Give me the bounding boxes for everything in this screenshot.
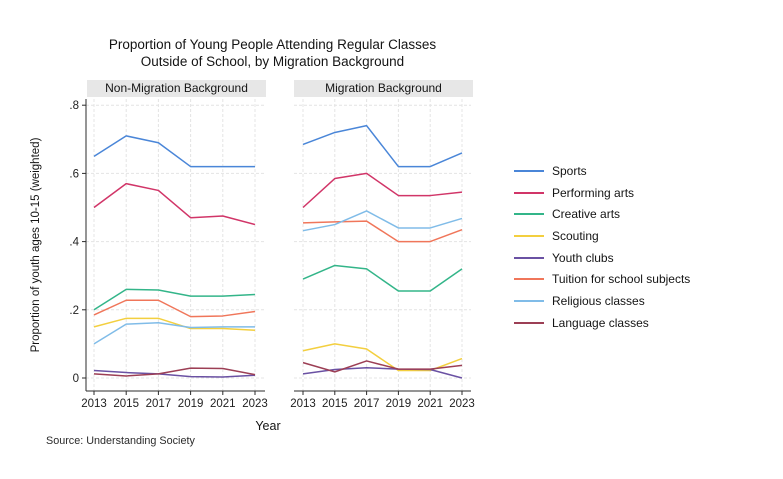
performing-arts-legend-line	[514, 191, 544, 194]
y-tick-label: .6	[69, 168, 79, 180]
creative-arts-line	[93, 288, 256, 311]
chart-title-line2: Outside of School, by Migration Backgrou…	[140, 53, 405, 69]
x-tick-label: 2019	[178, 398, 204, 410]
religious-classes-line	[302, 210, 463, 232]
performing-arts-line	[93, 182, 256, 226]
x-tick-label: 2013	[290, 398, 316, 410]
chart-title: Proportion of Young People Attending Reg…	[40, 37, 505, 70]
legend-item-creative-arts: Creative arts	[514, 203, 690, 225]
youth-clubs-legend-line	[514, 256, 544, 259]
legend-label: Religious classes	[552, 293, 645, 308]
x-tick-label: 2021	[210, 398, 236, 410]
language-classes-line	[93, 367, 256, 377]
x-tick-label: 2015	[322, 398, 348, 410]
y-tick-label: 0	[73, 373, 79, 385]
performing-arts-line	[302, 172, 463, 209]
x-tick-label: 2015	[113, 398, 139, 410]
legend-item-sports: Sports	[514, 160, 690, 182]
legend-item-tuition-for-school-subjects: Tuition for school subjects	[514, 268, 690, 290]
legend-label: Language classes	[552, 315, 649, 330]
chart-title-line1: Proportion of Young People Attending Reg…	[108, 37, 437, 52]
tuition-for-school-subjects-line	[302, 220, 463, 243]
legend-item-language-classes: Language classes	[514, 312, 690, 334]
tuition-for-school-subjects-legend-line	[514, 278, 544, 281]
panel-migration-background: 2013 2015 2017 2019 2021 2023	[290, 99, 475, 410]
x-tick-label: 2021	[417, 398, 443, 410]
panel-non-migration-background: 2013 2015 2017 2019 2021 2023 0 .2 .4 .6 .8	[69, 99, 268, 410]
religious-classes-line	[93, 322, 255, 345]
panel-header-migration: Migration Background	[294, 80, 473, 97]
y-tick-label: .8	[69, 100, 79, 112]
source-note: Source: Understanding Society	[46, 435, 195, 447]
x-axis-title: Year	[255, 419, 281, 433]
legend-label: Creative arts	[552, 207, 621, 222]
legend-item-performing-arts: Performing arts	[514, 182, 690, 204]
scouting-line	[302, 343, 463, 372]
legend-label: Scouting	[552, 228, 599, 243]
x-tick-label: 2023	[242, 398, 268, 410]
language-classes-line	[302, 360, 463, 373]
creative-arts-legend-line	[514, 213, 544, 216]
tuition-for-school-subjects-line	[93, 299, 256, 318]
panel-header-non-migration: Non-Migration Background	[87, 80, 266, 97]
legend-label: Performing arts	[552, 185, 635, 200]
y-tick-label: .2	[69, 305, 79, 317]
x-tick-label: 2017	[146, 398, 172, 410]
scouting-line	[93, 317, 256, 332]
legend-item-youth-clubs: Youth clubs	[514, 247, 690, 269]
sports-line	[302, 124, 463, 168]
sports-legend-line	[514, 169, 544, 172]
legend-label: Tuition for school subjects	[552, 272, 691, 287]
sports-line	[93, 135, 255, 168]
youth-clubs-line	[93, 369, 256, 378]
x-tick-label: 2017	[354, 398, 380, 410]
legend-label: Youth clubs	[552, 250, 614, 265]
legend-item-scouting: Scouting	[514, 225, 690, 247]
creative-arts-line	[302, 264, 463, 292]
religious-classes-legend-line	[514, 299, 544, 302]
x-tick-label: 2019	[386, 398, 412, 410]
x-tick-label: 2013	[81, 398, 107, 410]
y-tick-label: .4	[69, 237, 79, 249]
chart-legend: Sports Performing arts Creative arts Scouti…	[514, 160, 690, 334]
scouting-legend-line	[514, 234, 544, 237]
legend-item-religious-classes: Religious classes	[514, 290, 690, 312]
legend-label: Sports	[552, 163, 587, 178]
language-classes-legend-line	[514, 321, 544, 324]
x-tick-label: 2023	[449, 398, 475, 410]
